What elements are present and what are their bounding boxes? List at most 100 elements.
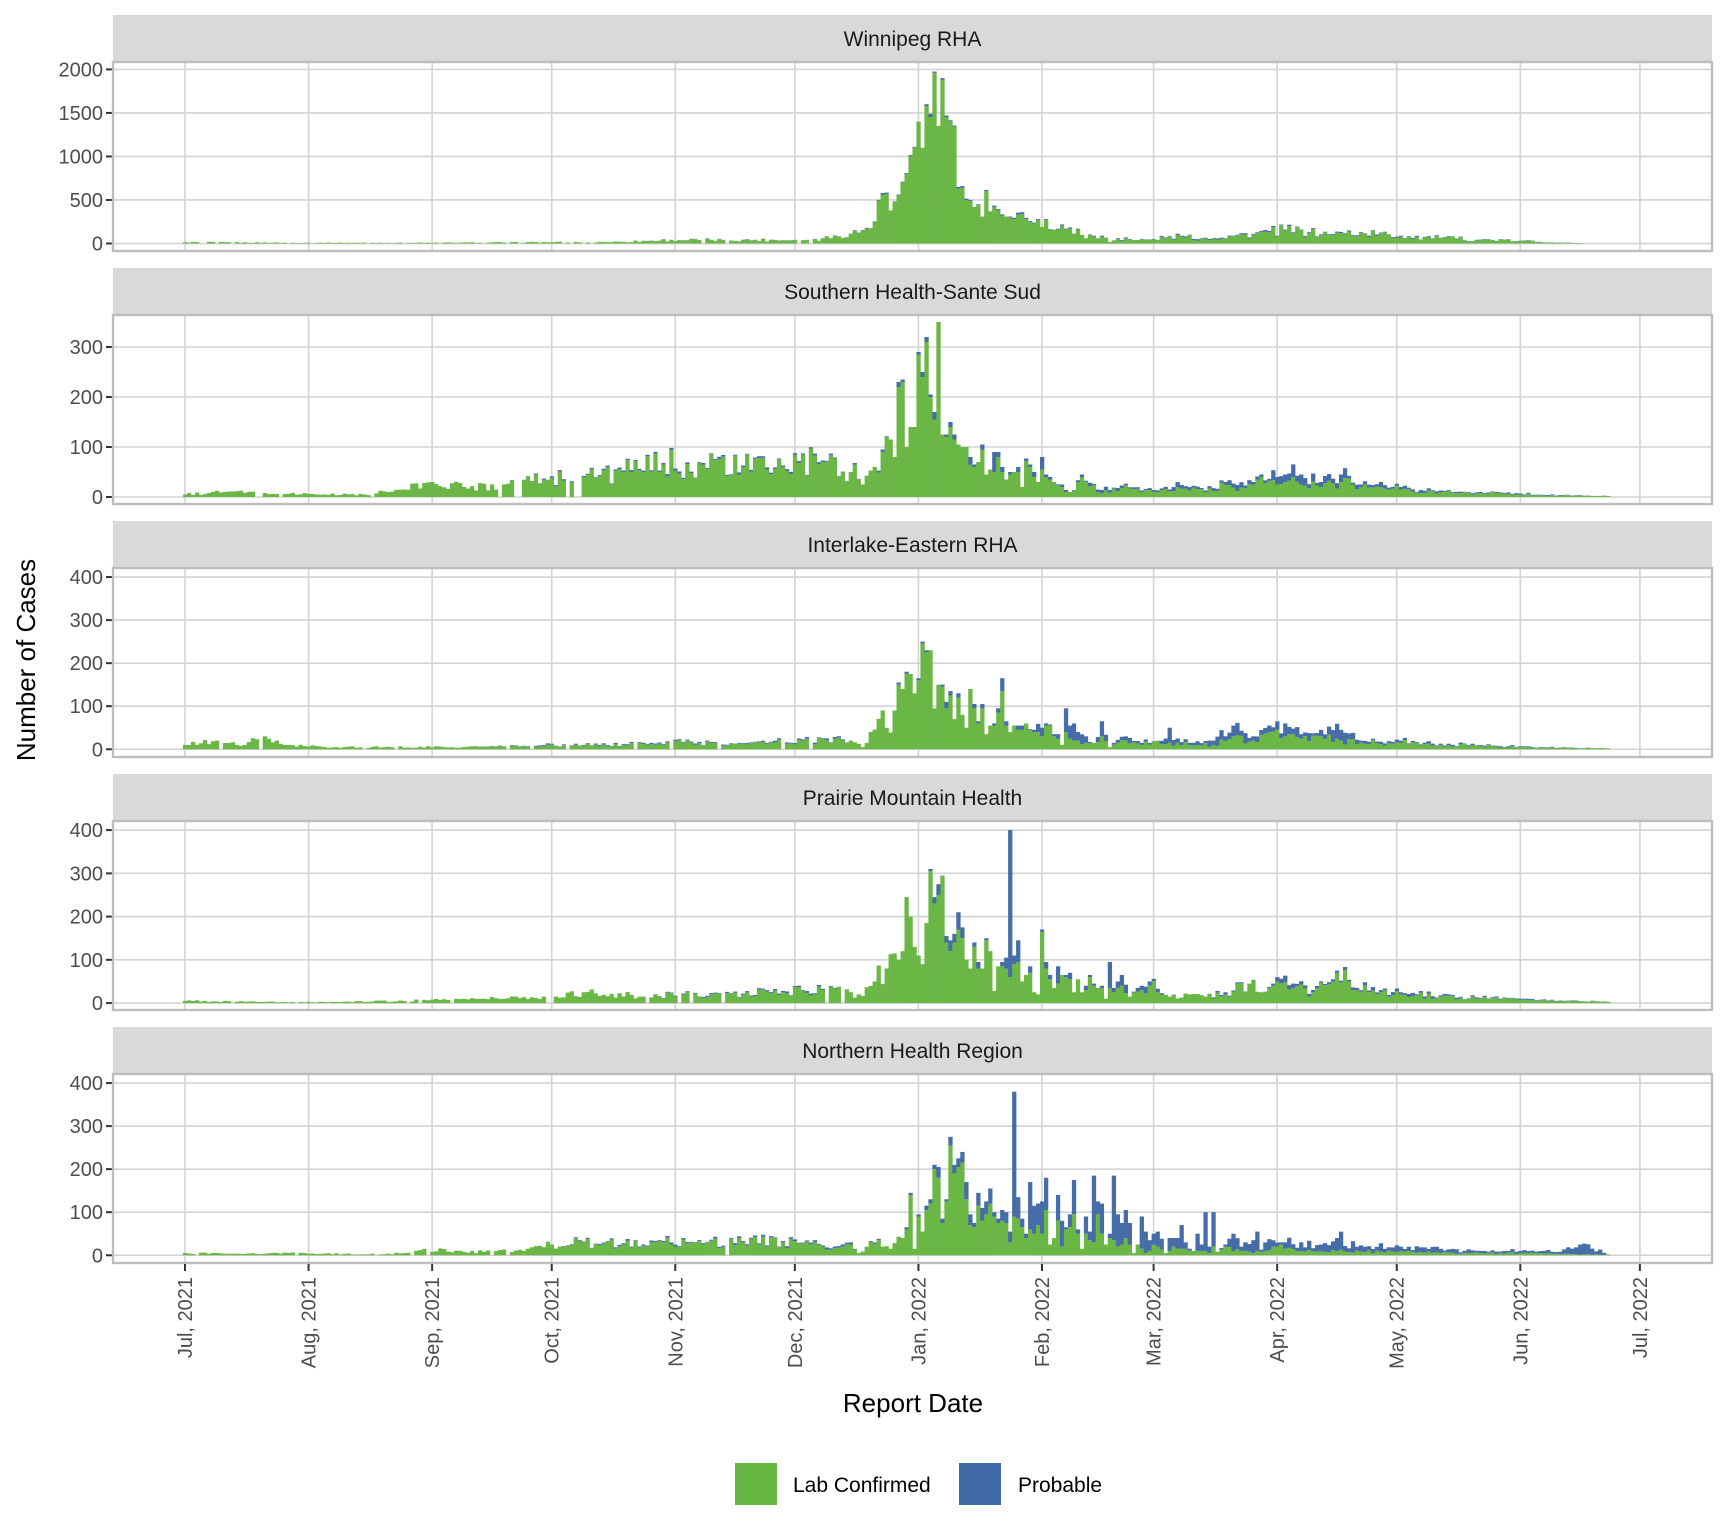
bar-probable xyxy=(685,739,690,741)
bar-lab-confirmed xyxy=(1430,239,1435,244)
bar-probable xyxy=(1067,227,1073,229)
bar-probable xyxy=(1167,1238,1172,1251)
bar-lab-confirmed xyxy=(330,747,335,750)
bar-lab-confirmed xyxy=(222,1253,228,1256)
bar-lab-confirmed xyxy=(964,1199,969,1256)
bar-lab-confirmed xyxy=(426,242,431,244)
bar-lab-confirmed xyxy=(916,121,921,244)
bar-lab-confirmed xyxy=(597,1245,602,1256)
bar-probable xyxy=(1087,482,1093,487)
bar-probable xyxy=(1315,482,1320,486)
bar-lab-confirmed xyxy=(601,744,606,750)
bar-probable xyxy=(1199,1244,1204,1251)
bar-probable xyxy=(1008,472,1013,475)
bar-lab-confirmed xyxy=(469,998,475,1004)
bar-lab-confirmed xyxy=(493,489,499,497)
bar-lab-confirmed xyxy=(1279,1244,1284,1256)
bar-lab-confirmed xyxy=(1570,747,1575,750)
bar-probable xyxy=(800,990,806,992)
bar-probable xyxy=(1219,730,1224,740)
bar-probable xyxy=(1043,1177,1049,1211)
bar-lab-confirmed xyxy=(908,673,913,750)
bar-probable xyxy=(816,985,822,987)
bar-probable xyxy=(1275,977,1280,982)
bar-lab-confirmed xyxy=(645,1246,650,1256)
bar-lab-confirmed xyxy=(1175,1248,1180,1256)
bar-probable xyxy=(1450,744,1455,747)
bar-probable xyxy=(677,739,682,741)
bar-lab-confirmed xyxy=(553,1248,558,1256)
bar-probable xyxy=(1414,235,1419,237)
bar-lab-confirmed xyxy=(446,999,451,1004)
bar-lab-confirmed xyxy=(760,457,766,497)
facet-title: Interlake-Eastern RHA xyxy=(807,534,1017,557)
y-tick-label: 100 xyxy=(70,1202,103,1224)
bar-probable xyxy=(1338,231,1344,234)
bar-lab-confirmed xyxy=(984,474,989,497)
bar-lab-confirmed xyxy=(1291,1249,1296,1256)
bar-probable xyxy=(1203,741,1208,744)
bar-lab-confirmed xyxy=(1179,236,1184,244)
bar-lab-confirmed xyxy=(1004,216,1009,244)
bar-probable xyxy=(1012,955,1017,965)
bar-lab-confirmed xyxy=(258,242,264,244)
bar-probable xyxy=(1458,491,1463,494)
bar-lab-confirmed xyxy=(1171,491,1176,497)
bar-lab-confirmed xyxy=(1155,492,1160,497)
bar-lab-confirmed xyxy=(1474,493,1479,497)
bar-lab-confirmed xyxy=(836,987,841,1004)
bar-probable xyxy=(1036,1203,1041,1226)
bar-lab-confirmed xyxy=(1071,491,1077,497)
bar-lab-confirmed xyxy=(796,1243,802,1256)
bar-probable xyxy=(1550,746,1555,748)
bar-lab-confirmed xyxy=(852,997,857,1004)
bar-lab-confirmed xyxy=(294,746,299,750)
bar-lab-confirmed xyxy=(1271,480,1276,497)
bar-probable xyxy=(1482,745,1487,747)
bar-probable xyxy=(585,743,590,744)
bar-probable xyxy=(924,104,929,106)
bar-lab-confirmed xyxy=(1382,745,1388,750)
bar-probable xyxy=(1350,732,1356,740)
bar-lab-confirmed xyxy=(469,242,475,244)
bar-lab-confirmed xyxy=(473,1253,479,1256)
bar-lab-confirmed xyxy=(426,1000,431,1004)
bar-lab-confirmed xyxy=(1267,1250,1272,1256)
bar-lab-confirmed xyxy=(458,242,463,244)
y-tick-label: 0 xyxy=(92,234,103,256)
bar-lab-confirmed xyxy=(788,996,794,1004)
bar-lab-confirmed xyxy=(1107,747,1113,750)
bar-lab-confirmed xyxy=(1374,1250,1380,1256)
bar-probable xyxy=(1291,1244,1296,1250)
bar-lab-confirmed xyxy=(820,238,826,244)
bar-lab-confirmed xyxy=(1147,985,1152,1004)
bar-probable xyxy=(621,1243,626,1245)
bar-probable xyxy=(549,743,555,745)
bar-lab-confirmed xyxy=(972,708,977,750)
bar-probable xyxy=(1243,733,1248,744)
bar-lab-confirmed xyxy=(545,480,551,497)
bar-lab-confirmed xyxy=(366,495,371,497)
bar-lab-confirmed xyxy=(1036,732,1041,750)
bar-lab-confirmed xyxy=(924,923,929,1004)
bar-lab-confirmed xyxy=(832,1248,838,1256)
bar-lab-confirmed xyxy=(1183,488,1188,497)
bar-lab-confirmed xyxy=(948,427,953,497)
bar-lab-confirmed xyxy=(1534,748,1539,750)
bar-probable xyxy=(1143,1231,1148,1254)
bar-probable xyxy=(717,456,722,460)
bar-lab-confirmed xyxy=(1187,1250,1192,1256)
bar-probable xyxy=(1430,490,1435,492)
bar-probable xyxy=(1091,1175,1097,1243)
bar-probable xyxy=(1366,235,1372,237)
bar-lab-confirmed xyxy=(1175,487,1180,497)
bar-probable xyxy=(1067,1214,1073,1228)
bar-lab-confirmed xyxy=(1024,1238,1029,1256)
bar-lab-confirmed xyxy=(868,470,873,497)
bar-probable xyxy=(1382,743,1388,746)
bar-lab-confirmed xyxy=(1083,238,1089,244)
bar-probable xyxy=(952,434,957,440)
bar-probable xyxy=(681,741,686,743)
bar-lab-confirmed xyxy=(294,494,299,497)
bar-lab-confirmed xyxy=(446,1251,451,1256)
